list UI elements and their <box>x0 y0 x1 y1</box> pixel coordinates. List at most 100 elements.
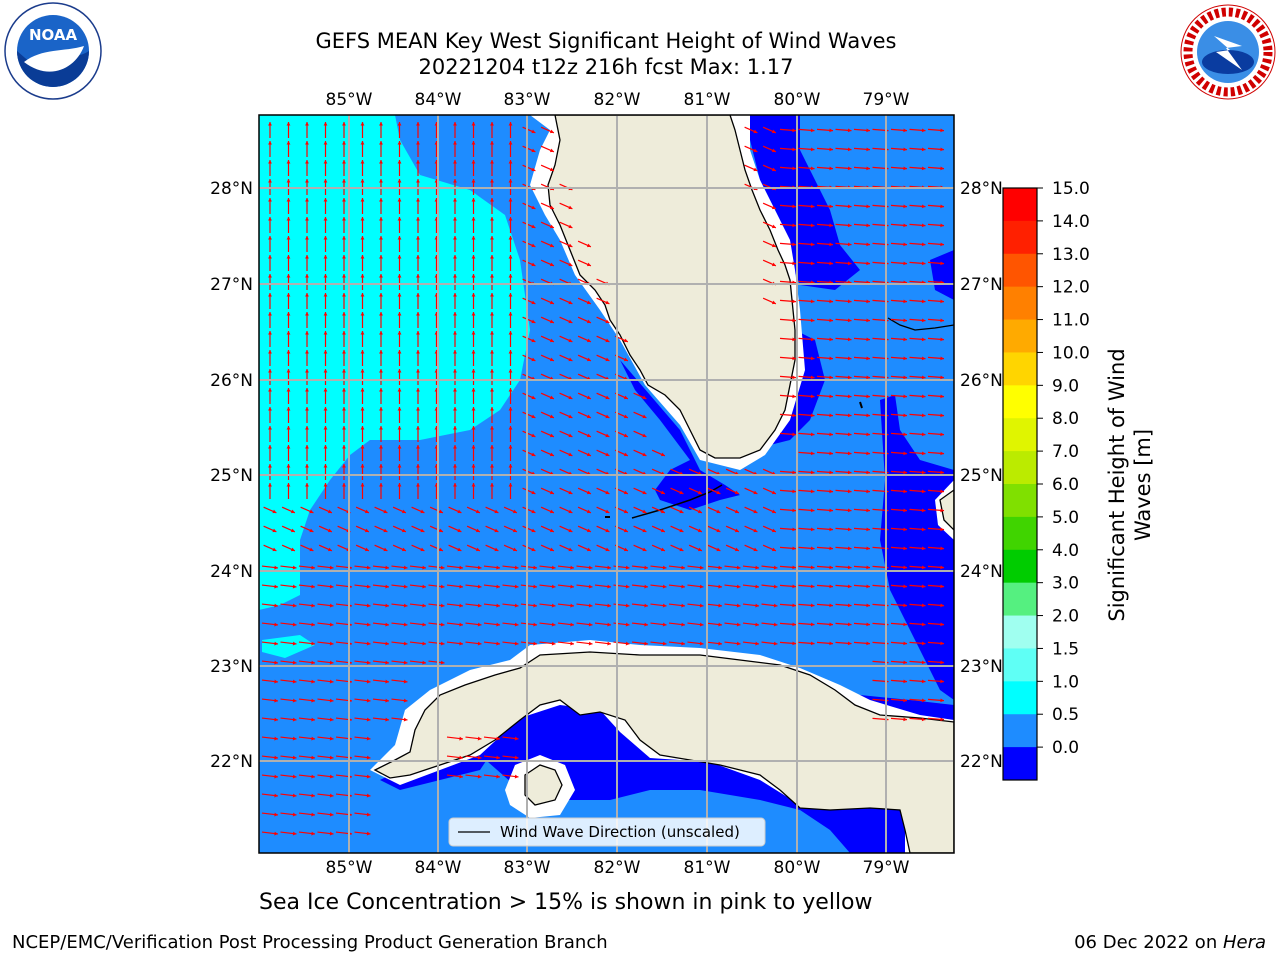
wave-direction-arrowhead <box>623 547 628 552</box>
wave-direction-arrowhead <box>549 148 554 153</box>
wave-direction-arrowhead <box>921 679 926 684</box>
wave-direction-arrowhead <box>903 527 907 532</box>
wave-direction-arrowhead <box>531 148 536 153</box>
sea-ice-note: Sea Ice Concentration > 15% is shown in … <box>259 890 873 915</box>
wave-direction-arrowhead <box>866 527 870 532</box>
wave-direction-arrowhead <box>681 622 685 627</box>
wave-direction-arrowhead <box>607 603 611 608</box>
wave-direction-arrowhead <box>477 565 482 570</box>
wave-direction-arrowhead <box>866 584 870 589</box>
wave-direction-arrowhead <box>551 641 556 646</box>
wave-direction-arrowhead <box>286 160 291 164</box>
wave-direction-arrowhead <box>642 547 647 552</box>
wave-direction-arrowhead <box>383 509 388 514</box>
noaa-logo-icon: NOAA <box>4 2 102 100</box>
wave-direction-arrowhead <box>290 509 295 514</box>
lon-label-top: 85°W <box>326 90 373 110</box>
wave-direction-arrowhead <box>829 356 833 361</box>
wave-direction-arrowhead <box>921 565 926 570</box>
wave-direction-arrowhead <box>416 122 420 126</box>
colorbar-label-line2: Waves [m] <box>1131 429 1155 541</box>
wave-direction-arrowhead <box>866 394 870 399</box>
wave-direction-arrowhead <box>311 565 315 570</box>
wave-direction-arrowhead <box>847 584 852 589</box>
wave-direction-arrowhead <box>422 565 426 570</box>
wave-direction-arrowhead <box>323 483 328 487</box>
wave-direction-arrowhead <box>459 641 463 646</box>
wave-direction-arrowhead <box>642 395 647 400</box>
wave-direction-arrowhead <box>416 217 420 221</box>
wave-direction-arrowhead <box>311 736 315 741</box>
wave-direction-arrowhead <box>607 584 611 589</box>
wave-direction-arrowhead <box>903 147 907 152</box>
wave-direction-arrowhead <box>940 147 944 152</box>
wave-direction-arrowhead <box>792 641 796 646</box>
wave-direction-arrowhead <box>829 565 833 570</box>
wave-direction-arrowhead <box>792 356 796 361</box>
lat-label-left: 23°N <box>210 657 253 677</box>
wave-direction-arrowhead <box>342 141 346 145</box>
wave-direction-arrowhead <box>773 603 778 608</box>
wave-direction-arrowhead <box>508 236 513 240</box>
wave-direction-arrowhead <box>342 293 346 297</box>
wave-direction-arrowhead <box>531 129 536 134</box>
wave-direction-arrowhead <box>940 508 944 513</box>
wave-direction-arrowhead <box>286 483 291 487</box>
lat-label-left: 27°N <box>210 275 253 295</box>
wave-direction-arrowhead <box>771 262 776 267</box>
wave-direction-arrowhead <box>586 433 591 438</box>
wave-direction-arrowhead <box>568 224 573 229</box>
wave-direction-arrowhead <box>903 432 907 437</box>
wave-direction-arrowhead <box>549 243 554 248</box>
wave-direction-arrowhead <box>514 736 519 741</box>
wave-direction-arrowhead <box>549 338 554 343</box>
wave-direction-arrowhead <box>568 300 573 305</box>
lat-label-right: 25°N <box>960 466 1003 486</box>
wave-direction-arrowhead <box>829 204 833 209</box>
wave-direction-arrowhead <box>829 470 833 475</box>
wave-direction-arrowhead <box>921 337 926 342</box>
wave-direction-arrowhead <box>533 565 537 570</box>
wave-direction-arrowhead <box>379 293 383 297</box>
wave-direction-arrowhead <box>810 223 815 228</box>
wave-direction-arrowhead <box>531 205 536 210</box>
wave-direction-arrowhead <box>903 470 907 475</box>
wave-direction-arrowhead <box>475 509 480 514</box>
wave-direction-arrowhead <box>286 464 291 468</box>
wave-direction-arrowhead <box>605 490 610 495</box>
wave-direction-arrowhead <box>549 433 554 438</box>
wave-direction-arrowhead <box>286 198 291 202</box>
wave-direction-arrowhead <box>847 147 852 152</box>
wave-direction-arrowhead <box>342 388 346 392</box>
wave-direction-arrowhead <box>903 166 907 171</box>
wave-direction-arrowhead <box>921 299 926 304</box>
wave-direction-arrowhead <box>771 547 776 552</box>
wave-direction-arrowhead <box>792 375 796 380</box>
wave-direction-arrowhead <box>311 793 315 798</box>
wave-direction-arrowhead <box>305 141 309 145</box>
wave-direction-arrowhead <box>508 426 513 430</box>
wave-direction-arrowhead <box>268 160 272 164</box>
wave-direction-arrowhead <box>416 407 420 411</box>
wave-direction-arrowhead <box>397 445 402 449</box>
wave-direction-arrowhead <box>531 452 536 457</box>
wave-direction-arrowhead <box>771 243 776 248</box>
wave-direction-arrowhead <box>623 452 628 457</box>
wave-direction-arrowhead <box>440 660 445 665</box>
wave-direction-arrowhead <box>771 490 776 495</box>
wave-direction-arrowhead <box>311 603 315 608</box>
wave-direction-arrowhead <box>940 375 944 380</box>
wave-direction-arrowhead <box>549 490 554 495</box>
wave-direction-arrowhead <box>366 584 371 589</box>
wave-direction-arrowhead <box>305 388 309 392</box>
wave-direction-arrowhead <box>568 243 573 248</box>
wave-direction-arrowhead <box>379 255 383 259</box>
wave-direction-arrowhead <box>364 528 369 533</box>
wave-direction-arrowhead <box>292 774 297 779</box>
wave-direction-arrowhead <box>329 565 334 570</box>
wave-direction-arrowhead <box>508 217 513 221</box>
wave-direction-arrowhead <box>847 432 852 437</box>
wave-direction-arrowhead <box>471 407 476 411</box>
wave-direction-arrowhead <box>397 331 402 335</box>
wave-direction-arrowhead <box>586 528 591 533</box>
